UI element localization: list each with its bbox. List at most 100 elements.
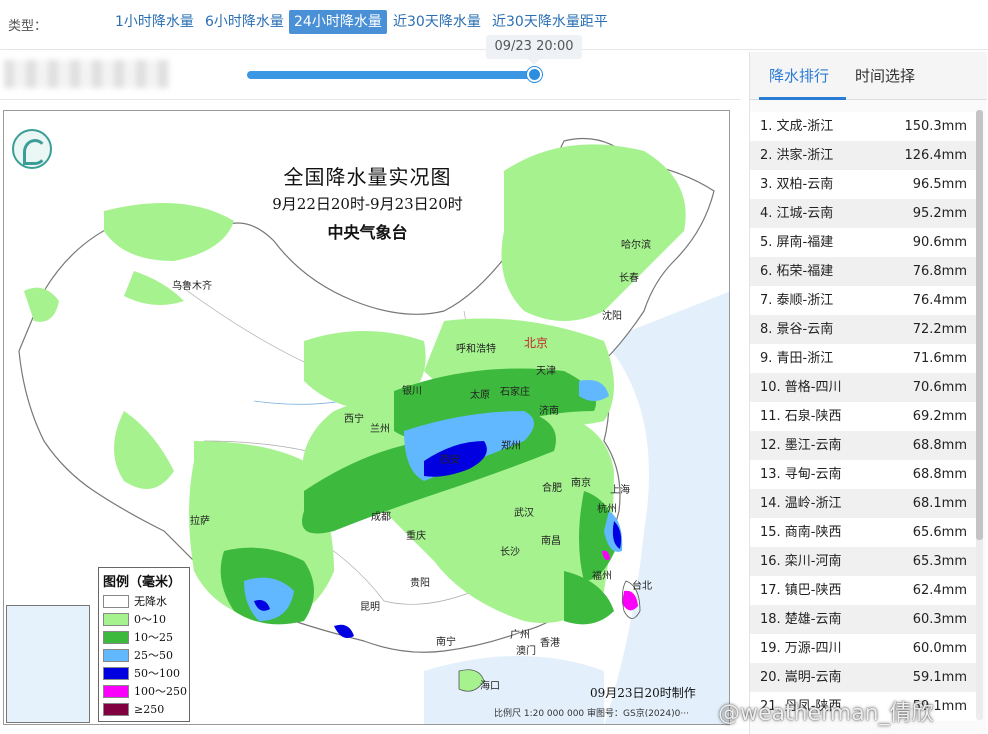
legend-label: 25～50	[134, 649, 173, 662]
precip-value: 62.4mm	[912, 583, 967, 598]
map-issuer: 中央气象台	[327, 223, 408, 242]
ranking-row[interactable]: 11. 石泉-陕西 69.2mm	[750, 402, 977, 431]
city-label: 济南	[539, 406, 559, 417]
ranking-panel: 降水排行 时间选择 1. 文成-浙江 150.3mm 2. 洪家-浙江 126.4mm…	[749, 52, 987, 734]
tab-6h-precip[interactable]: 6小时降水量	[205, 14, 284, 30]
ranking-row[interactable]: 6. 柘荣-福建 76.8mm	[750, 257, 977, 286]
legend-label: ≥250	[134, 702, 165, 716]
legend-swatch	[103, 648, 129, 662]
station-name: 1. 文成-浙江	[760, 119, 834, 134]
city-label: 昆明	[360, 602, 380, 613]
precip-value: 71.6mm	[912, 351, 967, 366]
legend-item: 无降水	[99, 592, 189, 610]
city-label: 呼和浩特	[456, 344, 496, 355]
time-slider-track[interactable]	[247, 71, 537, 79]
panel-tabs: 降水排行 时间选择	[750, 52, 987, 100]
legend-label: 无降水	[134, 595, 167, 608]
precip-value: 68.8mm	[912, 438, 967, 453]
ranking-row[interactable]: 15. 商南-陕西 65.6mm	[750, 518, 977, 547]
legend-swatch	[103, 702, 129, 716]
map-title: 全国降水量实况图	[283, 165, 452, 189]
ranking-row[interactable]: 13. 寻甸-云南 68.8mm	[750, 460, 977, 489]
precip-value: 90.6mm	[912, 235, 967, 250]
station-name: 11. 石泉-陕西	[760, 409, 842, 424]
blurred-date-label	[4, 60, 169, 88]
ranking-row[interactable]: 7. 泰顺-浙江 76.4mm	[750, 286, 977, 315]
station-name: 17. 镇巴-陕西	[760, 583, 842, 598]
city-label: 长春	[619, 273, 639, 284]
precip-value: 95.2mm	[912, 206, 967, 221]
tab-time-select[interactable]: 时间选择	[855, 67, 916, 85]
ranking-row[interactable]: 10. 普格-四川 70.6mm	[750, 373, 977, 402]
tab-1h-precip[interactable]: 1小时降水量	[115, 14, 194, 30]
city-label-capital: 北京	[524, 336, 549, 350]
legend-swatch	[103, 594, 129, 608]
ranking-row[interactable]: 2. 洪家-浙江 126.4mm	[750, 141, 977, 170]
city-label: 拉萨	[190, 516, 210, 527]
map-made-time: 09月23日20时制作	[590, 686, 696, 700]
ranking-row[interactable]: 14. 温岭-浙江 68.1mm	[750, 489, 977, 518]
ranking-row[interactable]: 3. 双柏-云南 96.5mm	[750, 170, 977, 199]
time-slider-handle[interactable]	[527, 67, 542, 82]
legend-swatch	[103, 684, 129, 698]
precip-value: 76.4mm	[912, 293, 967, 308]
divider	[0, 99, 740, 100]
city-label: 香港	[540, 638, 560, 649]
city-label: 石家庄	[500, 387, 530, 398]
ranking-scrollbar[interactable]	[976, 110, 983, 720]
ranking-row[interactable]: 1. 文成-浙江 150.3mm	[750, 112, 977, 141]
station-name: 9. 青田-浙江	[760, 351, 834, 366]
precip-value: 59.1mm	[912, 699, 967, 714]
tab-precip-ranking[interactable]: 降水排行	[769, 67, 830, 85]
station-name: 20. 嵩明-云南	[760, 670, 842, 685]
precip-value: 126.4mm	[904, 148, 967, 163]
precip-value: 65.3mm	[912, 554, 967, 569]
ranking-row[interactable]: 19. 万源-四川 60.0mm	[750, 634, 977, 663]
station-name: 15. 商南-陕西	[760, 525, 842, 540]
station-name: 2. 洪家-浙江	[760, 148, 834, 163]
ranking-row[interactable]: 12. 墨江-云南 68.8mm	[750, 431, 977, 460]
ranking-row[interactable]: 8. 景谷-云南 72.2mm	[750, 315, 977, 344]
tab-24h-precip[interactable]: 24小时降水量	[289, 10, 387, 34]
ranking-row[interactable]: 9. 青田-浙江 71.6mm	[750, 344, 977, 373]
city-label: 台北	[632, 581, 652, 592]
ranking-list[interactable]: 1. 文成-浙江 150.3mm 2. 洪家-浙江 126.4mm 3. 双柏-云南 96…	[750, 112, 977, 734]
city-label: 天津	[536, 366, 556, 377]
tab-30d-anomaly[interactable]: 近30天降水量距平	[492, 14, 608, 30]
station-name: 3. 双柏-云南	[760, 177, 834, 192]
legend-item: 50～100	[99, 664, 189, 682]
station-name: 5. 屏南-福建	[760, 235, 834, 250]
city-label: 太原	[470, 390, 490, 401]
city-label: 哈尔滨	[621, 240, 651, 251]
ranking-row[interactable]: 18. 楚雄-云南 60.3mm	[750, 605, 977, 634]
station-name: 18. 楚雄-云南	[760, 612, 842, 627]
map-scale-info: 比例尺 1:20 000 000 审图号：GS京(2024)0···	[494, 709, 689, 719]
station-name: 8. 景谷-云南	[760, 322, 834, 337]
map-period: 9月22日20时-9月23日20时	[272, 195, 463, 213]
city-label: 乌鲁木齐	[172, 281, 212, 292]
legend-item: 10～25	[99, 628, 189, 646]
tab-30d-precip[interactable]: 近30天降水量	[393, 14, 481, 30]
city-label: 南昌	[541, 536, 561, 547]
station-name: 13. 寻甸-云南	[760, 467, 842, 482]
ranking-row[interactable]: 17. 镇巴-陕西 62.4mm	[750, 576, 977, 605]
legend-item: 25～50	[99, 646, 189, 664]
ranking-row[interactable]: 20. 嵩明-云南 59.1mm	[750, 663, 977, 692]
precip-value: 150.3mm	[904, 119, 967, 134]
type-bar: 类型： 1小时降水量 6小时降水量 24小时降水量 近30天降水量 近30天降水…	[0, 0, 988, 50]
city-label: 海口	[480, 681, 500, 692]
city-label: 郑州	[501, 441, 521, 452]
scrollbar-thumb[interactable]	[976, 110, 983, 540]
ranking-row[interactable]: 4. 江城-云南 95.2mm	[750, 199, 977, 228]
precipitation-map[interactable]: 全国降水量实况图 9月22日20时-9月23日20时 中央气象台 乌鲁木齐 哈尔…	[3, 110, 730, 725]
ranking-row[interactable]: 5. 屏南-福建 90.6mm	[750, 228, 977, 257]
city-label: 南京	[571, 478, 591, 489]
city-label: 广州	[510, 630, 530, 641]
ranking-row[interactable]: 21. 丹凤-陕西 59.1mm	[750, 692, 977, 721]
map-legend: 图例（毫米） 无降水 0～10 10～25 25～50 50～100 100～2…	[98, 567, 190, 722]
ranking-row[interactable]: 16. 栾川-河南 65.3mm	[750, 547, 977, 576]
city-label: 上海	[610, 485, 630, 496]
station-name: 16. 栾川-河南	[760, 554, 842, 569]
legend-swatch	[103, 666, 129, 680]
city-label: 西安	[440, 455, 460, 466]
